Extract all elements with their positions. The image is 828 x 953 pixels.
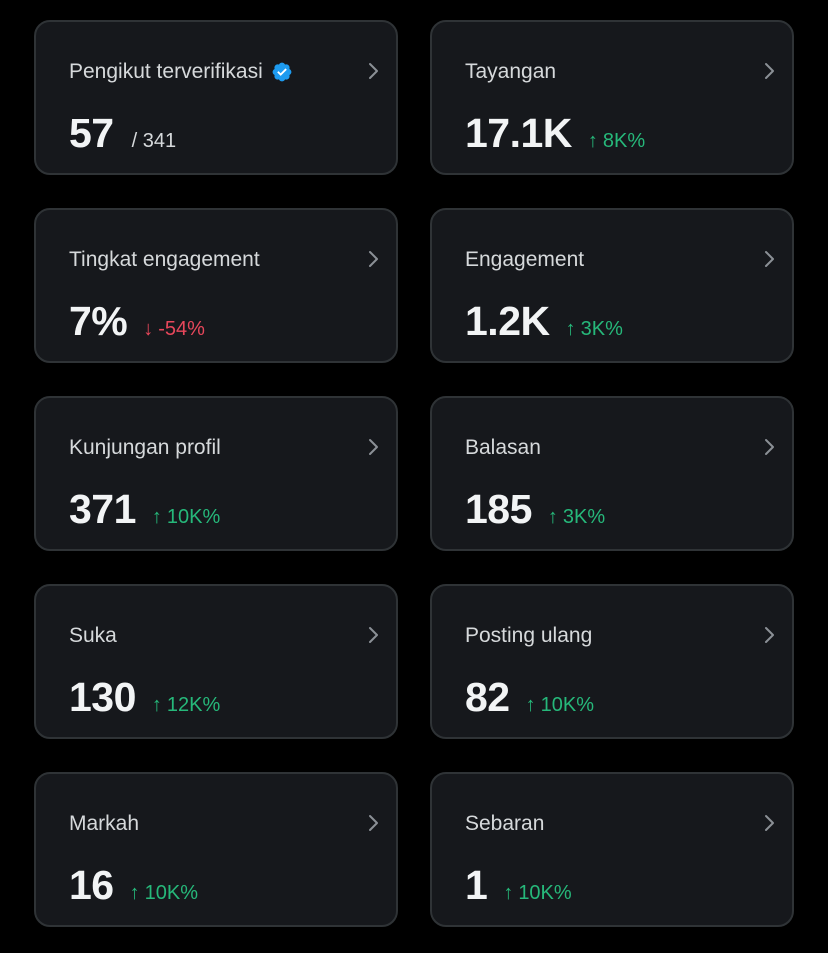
metric-label-row: Engagement xyxy=(465,248,584,272)
metric-delta: ↑ 10K% xyxy=(152,506,220,529)
metric-value-row: 1.2K ↑ 3K% xyxy=(465,296,623,346)
metric-value-row: 7% ↓ -54% xyxy=(69,296,205,346)
metric-delta-value: 10K% xyxy=(540,694,594,716)
metric-card-impressions[interactable]: Tayangan 17.1K ↑ 8K% xyxy=(430,20,794,175)
arrow-up-icon: ↑ xyxy=(151,694,162,716)
metric-label-row: Suka xyxy=(69,624,117,648)
metric-delta-value: -54% xyxy=(158,318,205,340)
metric-label: Balasan xyxy=(465,436,541,459)
metric-value-row: 371 ↑ 10K% xyxy=(69,484,220,534)
chevron-right-icon xyxy=(765,627,774,643)
arrow-down-icon: ↓ xyxy=(143,318,154,340)
metric-delta-value: 10K% xyxy=(144,882,198,904)
metric-label: Sebaran xyxy=(465,812,545,835)
chevron-right-icon xyxy=(369,815,378,831)
arrow-up-icon: ↑ xyxy=(565,318,576,340)
metric-label-row: Posting ulang xyxy=(465,624,592,648)
metric-card-replies[interactable]: Balasan 185 ↑ 3K% xyxy=(430,396,794,551)
metric-value: 82 xyxy=(465,674,510,720)
metric-value: 1.2K xyxy=(465,298,550,344)
metric-delta: ↑ 12K% xyxy=(152,694,220,717)
metric-delta-value: 3K% xyxy=(562,506,606,528)
metric-delta: ↓ -54% xyxy=(143,318,205,341)
metric-delta-value: 10K% xyxy=(166,506,221,528)
verified-badge-icon xyxy=(272,62,292,82)
metric-card-verified-followers[interactable]: Pengikut terverifikasi 57 / 341 xyxy=(34,20,398,175)
metric-delta: ↑ 10K% xyxy=(130,882,198,905)
metric-value: 7% xyxy=(69,298,128,344)
metric-value: 130 xyxy=(69,674,136,720)
metric-delta: ↑ 10K% xyxy=(503,882,571,905)
metric-delta-value: 12K% xyxy=(166,694,221,716)
metric-label: Tingkat engagement xyxy=(69,248,260,271)
metric-label-row: Markah xyxy=(69,812,139,836)
metric-card-likes[interactable]: Suka 130 ↑ 12K% xyxy=(34,584,398,739)
chevron-right-icon xyxy=(369,627,378,643)
chevron-right-icon xyxy=(369,439,378,455)
arrow-up-icon: ↑ xyxy=(503,882,514,904)
metric-value-row: 17.1K ↑ 8K% xyxy=(465,108,645,158)
chevron-right-icon xyxy=(765,63,774,79)
metric-value-row: 16 ↑ 10K% xyxy=(69,860,198,910)
analytics-metrics-grid: Pengikut terverifikasi 57 / 341 Tayangan… xyxy=(34,20,794,927)
metric-label-row: Balasan xyxy=(465,436,541,460)
metric-label: Kunjungan profil xyxy=(69,436,221,459)
metric-label: Engagement xyxy=(465,248,585,271)
metric-card-engagement[interactable]: Engagement 1.2K ↑ 3K% xyxy=(430,208,794,363)
metric-value-row: 82 ↑ 10K% xyxy=(465,672,594,722)
arrow-up-icon: ↑ xyxy=(129,882,140,904)
chevron-right-icon xyxy=(369,63,378,79)
metric-label-row: Tingkat engagement xyxy=(69,248,260,272)
metric-delta: ↑ 10K% xyxy=(526,694,594,717)
metric-delta: ↑ 3K% xyxy=(566,318,623,341)
metric-value-row: 130 ↑ 12K% xyxy=(69,672,220,722)
metric-value-row: 57 / 341 xyxy=(69,108,176,158)
chevron-right-icon xyxy=(369,251,378,267)
metric-label-row: Sebaran xyxy=(465,812,544,836)
metric-card-profile-visits[interactable]: Kunjungan profil 371 ↑ 10K% xyxy=(34,396,398,551)
chevron-right-icon xyxy=(765,251,774,267)
metric-value: 371 xyxy=(69,486,136,532)
arrow-up-icon: ↑ xyxy=(587,130,598,152)
metric-label: Suka xyxy=(69,624,117,647)
metric-delta-value: 3K% xyxy=(580,318,623,340)
arrow-up-icon: ↑ xyxy=(151,506,162,528)
metric-value: 16 xyxy=(69,862,114,908)
metric-label-row: Tayangan xyxy=(465,60,556,84)
metric-value-row: 1 ↑ 10K% xyxy=(465,860,572,910)
metric-value: 1 xyxy=(465,862,488,908)
chevron-right-icon xyxy=(765,815,774,831)
metric-value: 185 xyxy=(465,486,532,532)
metric-label-row: Kunjungan profil xyxy=(69,436,221,460)
metric-card-shares[interactable]: Sebaran 1 ↑ 10K% xyxy=(430,772,794,927)
metric-label-row: Pengikut terverifikasi xyxy=(69,60,293,84)
metric-delta-value: 8K% xyxy=(602,130,646,152)
metric-value: 57 xyxy=(69,110,114,156)
metric-delta: ↑ 3K% xyxy=(548,506,605,529)
arrow-up-icon: ↑ xyxy=(547,506,558,528)
metric-total: / 341 xyxy=(131,130,177,152)
metric-delta-value: 10K% xyxy=(518,882,572,904)
metric-value-row: 185 ↑ 3K% xyxy=(465,484,605,534)
metric-label: Markah xyxy=(69,812,140,835)
metric-label: Pengikut terverifikasi xyxy=(69,60,263,83)
metric-value: 17.1K xyxy=(465,110,572,156)
metric-label: Posting ulang xyxy=(465,624,593,647)
metric-label: Tayangan xyxy=(465,60,557,83)
chevron-right-icon xyxy=(765,439,774,455)
metric-card-reposts[interactable]: Posting ulang 82 ↑ 10K% xyxy=(430,584,794,739)
metric-delta: ↑ 8K% xyxy=(588,130,645,153)
arrow-up-icon: ↑ xyxy=(525,694,536,716)
metric-card-engagement-rate[interactable]: Tingkat engagement 7% ↓ -54% xyxy=(34,208,398,363)
metric-card-bookmarks[interactable]: Markah 16 ↑ 10K% xyxy=(34,772,398,927)
